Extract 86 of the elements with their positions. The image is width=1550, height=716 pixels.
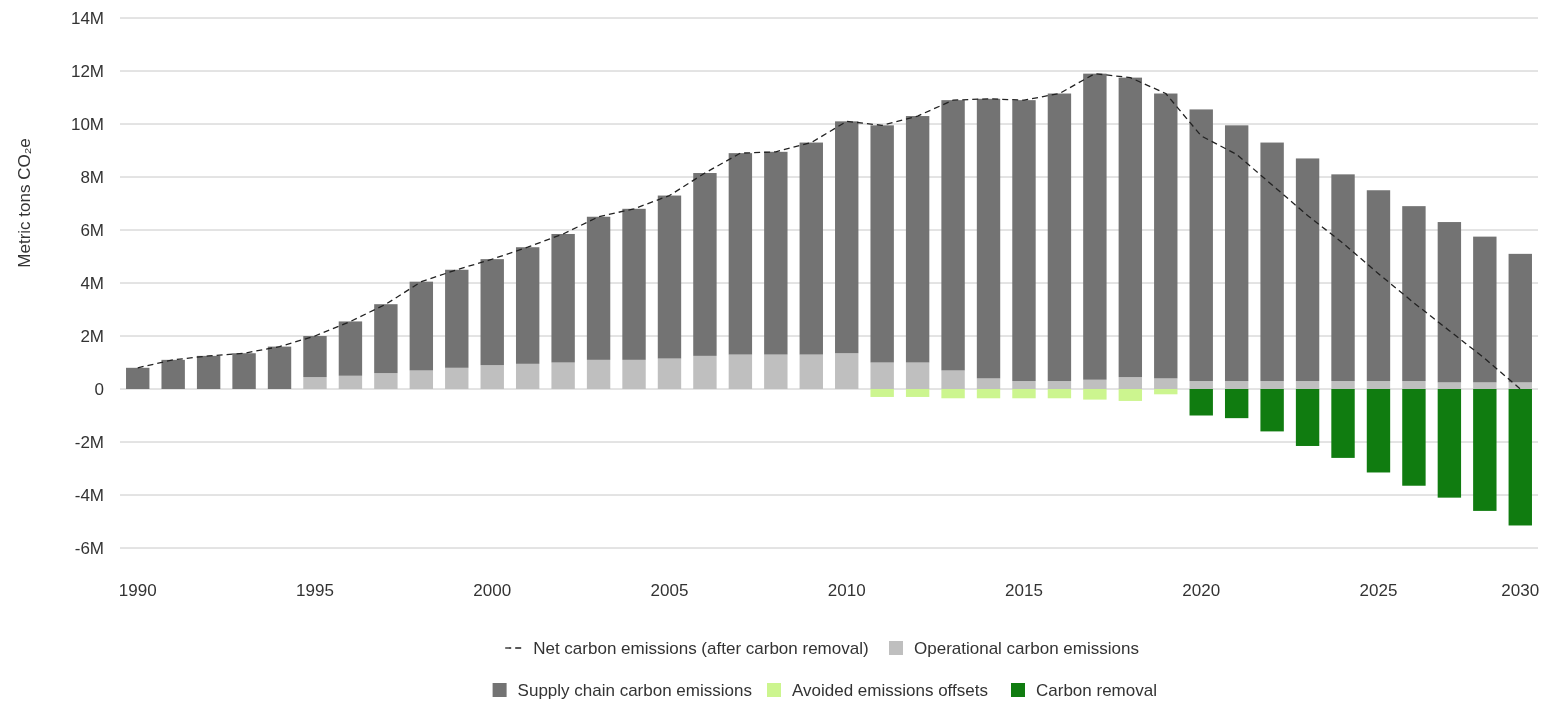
bar xyxy=(622,208,646,360)
bar xyxy=(657,195,682,359)
bar xyxy=(1189,389,1213,416)
y-tick-label: -2M xyxy=(74,433,104,452)
x-tick-label: 2000 xyxy=(473,581,512,600)
bar xyxy=(941,389,965,399)
bar xyxy=(1508,253,1532,383)
x-tick-label: 1990 xyxy=(118,581,157,600)
bar xyxy=(1012,389,1036,399)
bar xyxy=(870,389,894,397)
bar xyxy=(764,151,788,355)
bar xyxy=(551,233,575,363)
bar xyxy=(409,281,434,371)
bar xyxy=(232,353,256,389)
bar xyxy=(1366,389,1391,473)
bar xyxy=(1437,222,1462,383)
legend-label: Carbon removal xyxy=(1036,681,1157,700)
bar xyxy=(1118,77,1143,378)
bar xyxy=(1118,389,1143,401)
bar xyxy=(1473,389,1497,511)
y-tick-label: 12M xyxy=(70,62,104,81)
bar xyxy=(976,389,1001,399)
bar xyxy=(1437,389,1462,498)
bar xyxy=(1295,389,1320,446)
y-tick-label: 8M xyxy=(80,168,104,187)
y-tick-label: 2M xyxy=(80,327,104,346)
bar xyxy=(303,336,327,378)
bar xyxy=(480,259,504,366)
bar xyxy=(1047,389,1072,399)
bar xyxy=(267,346,292,389)
bar xyxy=(196,355,221,389)
bar xyxy=(941,100,965,371)
bar xyxy=(1224,389,1249,419)
y-tick-label: 10M xyxy=(70,115,104,134)
legend-label: Net carbon emissions (after carbon removal) xyxy=(533,639,869,658)
legend-label: Avoided emissions offsets xyxy=(792,681,988,700)
x-tick-label: 2015 xyxy=(1005,581,1043,600)
bar xyxy=(1508,389,1532,526)
bar xyxy=(799,142,823,355)
bar xyxy=(586,216,611,360)
bar xyxy=(1331,389,1355,458)
y-tick-label: -4M xyxy=(74,486,104,505)
bar xyxy=(1154,389,1178,395)
bar xyxy=(835,121,859,354)
bar xyxy=(1402,206,1426,382)
bar xyxy=(728,153,753,355)
x-tick-label: 2030 xyxy=(1501,581,1540,600)
y-tick-label: 14M xyxy=(70,9,104,28)
bar xyxy=(1295,158,1320,382)
bar xyxy=(1366,190,1391,382)
bar xyxy=(338,321,363,376)
bar xyxy=(515,247,540,364)
bar xyxy=(126,367,150,389)
x-tick-label: 2010 xyxy=(827,581,866,600)
bar xyxy=(1189,109,1213,382)
y-tick-label: 4M xyxy=(80,274,104,293)
bar xyxy=(1402,389,1426,486)
bar xyxy=(1473,236,1497,383)
legend-label: Operational carbon emissions xyxy=(914,639,1139,658)
bar xyxy=(445,269,469,368)
x-tick-label: 2020 xyxy=(1182,581,1221,600)
legend-label: Supply chain carbon emissions xyxy=(517,681,752,700)
bar xyxy=(905,389,930,397)
y-axis-title: Metric tons CO₂e xyxy=(15,138,34,268)
x-tick-label: 2005 xyxy=(650,581,689,600)
y-tick-label: 0 xyxy=(94,380,104,399)
bar xyxy=(1260,389,1284,432)
bar xyxy=(1331,174,1355,382)
bar xyxy=(1012,100,1036,382)
y-tick-label: 6M xyxy=(80,221,104,240)
bar xyxy=(1154,93,1178,379)
bar xyxy=(1224,125,1249,382)
y-tick-label: -6M xyxy=(74,539,104,558)
x-tick-label: 1995 xyxy=(296,581,334,600)
bar xyxy=(870,125,894,363)
bar xyxy=(693,173,717,356)
x-tick-label: 2025 xyxy=(1359,581,1398,600)
bar xyxy=(976,98,1001,379)
bar xyxy=(1083,73,1107,380)
line-series xyxy=(137,73,1521,390)
bar xyxy=(905,116,930,363)
bar xyxy=(1260,142,1284,382)
bar xyxy=(1083,389,1107,400)
bar xyxy=(374,304,398,374)
bar xyxy=(161,359,185,389)
bar xyxy=(1047,93,1072,382)
